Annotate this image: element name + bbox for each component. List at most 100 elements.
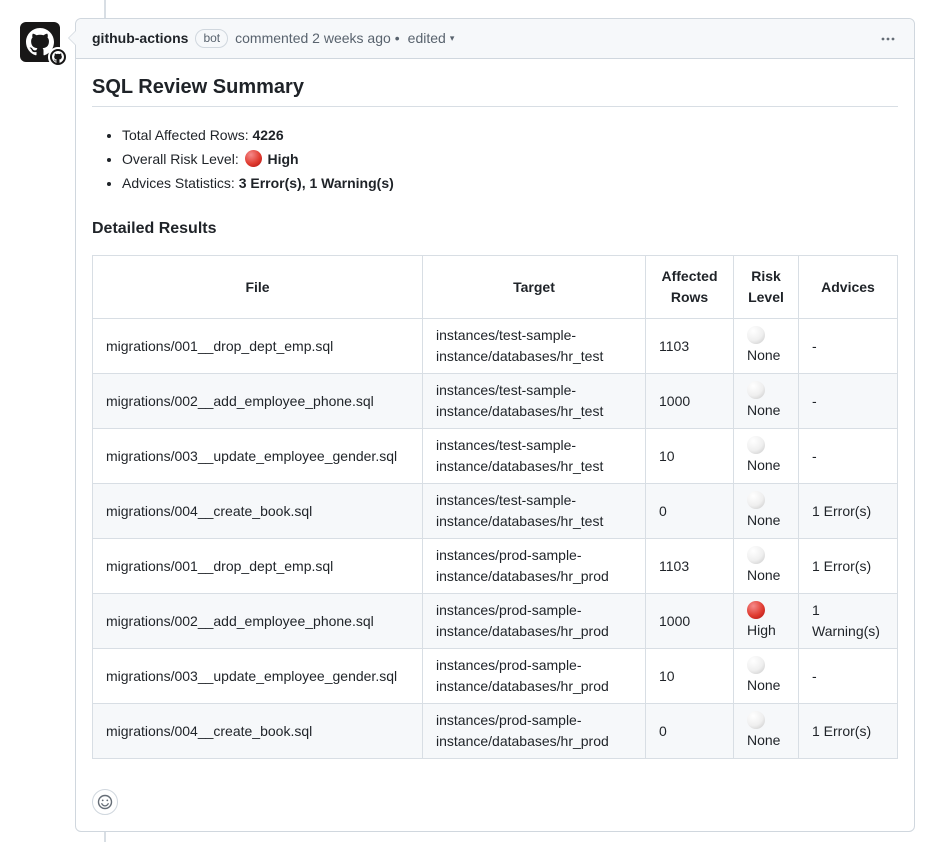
github-octocat-badge-icon [48, 47, 68, 67]
advices-cell: - [798, 648, 898, 704]
advices-cell: 1 Error(s) [798, 538, 898, 594]
target-cell: instances/test-sample-instance/databases… [422, 428, 646, 484]
summary-value: 3 Error(s), 1 Warning(s) [238, 175, 394, 191]
summary-list: Total Affected Rows: 4226Overall Risk Le… [92, 123, 898, 195]
reactions-bar [92, 789, 898, 815]
risk-level-cell: None [733, 483, 799, 539]
risk-level-text: None [747, 677, 781, 693]
risk-level-cell: None [733, 318, 799, 374]
risk-level-text: None [747, 457, 781, 473]
white-circle-icon [747, 711, 765, 729]
chevron-down-icon: ▾ [449, 33, 455, 43]
risk-level-cell: High [733, 593, 799, 649]
table-row: migrations/003__update_employee_gender.s… [92, 648, 898, 704]
bot-badge: bot [195, 29, 229, 48]
risk-level-text: None [747, 567, 781, 583]
file-cell: migrations/001__drop_dept_emp.sql [92, 538, 423, 594]
white-circle-icon [747, 546, 765, 564]
white-circle-icon [747, 381, 765, 399]
summary-item: Advices Statistics: 3 Error(s), 1 Warnin… [122, 171, 898, 195]
file-cell: migrations/002__add_employee_phone.sql [92, 373, 423, 429]
risk-level-text: None [747, 402, 781, 418]
column-header: Risk Level [733, 255, 799, 319]
target-cell: instances/test-sample-instance/databases… [422, 318, 646, 374]
red-circle-icon [244, 150, 262, 167]
column-header: File [92, 255, 423, 319]
summary-value: 4226 [252, 127, 284, 143]
column-header: Advices [798, 255, 898, 319]
table-row: migrations/003__update_employee_gender.s… [92, 428, 898, 484]
file-cell: migrations/003__update_employee_gender.s… [92, 428, 423, 484]
target-cell: instances/prod-sample-instance/databases… [422, 593, 646, 649]
file-cell: migrations/004__create_book.sql [92, 483, 423, 539]
comment-card: github-actions bot commented 2 weeks ago… [68, 18, 915, 832]
advices-cell: - [798, 318, 898, 374]
add-reaction-button[interactable] [92, 789, 118, 815]
file-cell: migrations/003__update_employee_gender.s… [92, 648, 423, 704]
table-header-row: File Target Affected Rows Risk Level Advices [92, 255, 898, 319]
white-circle-icon [747, 491, 765, 509]
column-header: Affected Rows [645, 255, 734, 319]
summary-label: Total Affected Rows: [122, 127, 253, 143]
risk-level-cell: None [733, 428, 799, 484]
red-circle-icon [747, 601, 765, 619]
kebab-menu-button[interactable] [878, 31, 898, 47]
file-cell: migrations/002__add_employee_phone.sql [92, 593, 423, 649]
review-summary-title: SQL Review Summary [92, 75, 898, 107]
affected-rows-cell: 1000 [645, 373, 734, 429]
table-row: migrations/001__drop_dept_emp.sql instanc… [92, 538, 898, 594]
table-row: migrations/002__add_employee_phone.sql in… [92, 593, 898, 649]
white-circle-icon [747, 436, 765, 454]
affected-rows-cell: 1103 [645, 318, 734, 374]
author-link[interactable]: github-actions [92, 30, 189, 46]
edited-label: edited [407, 30, 446, 46]
advices-cell: - [798, 428, 898, 484]
file-cell: migrations/001__drop_dept_emp.sql [92, 318, 423, 374]
comment-header: github-actions bot commented 2 weeks ago… [68, 19, 914, 59]
edited-toggle[interactable]: edited ▾ [408, 28, 455, 49]
table-row: migrations/002__add_employee_phone.sql in… [92, 373, 898, 429]
summary-label: Overall Risk Level: [122, 151, 243, 167]
summary-value: High [267, 151, 299, 167]
affected-rows-cell: 0 [645, 703, 734, 759]
table-row: migrations/004__create_book.sql instances… [92, 483, 898, 539]
advices-cell: 1 Warning(s) [798, 593, 898, 649]
risk-level-text: None [747, 347, 781, 363]
table-row: migrations/004__create_book.sql instances… [92, 703, 898, 759]
comment-body: SQL Review Summary Total Affected Rows: … [76, 59, 914, 831]
summary-item: Total Affected Rows: 4226 [122, 123, 898, 147]
advices-cell: 1 Error(s) [798, 483, 898, 539]
risk-level-cell: None [733, 703, 799, 759]
commented-text: commented 2 weeks ago [235, 30, 391, 46]
target-cell: instances/prod-sample-instance/databases… [422, 703, 646, 759]
affected-rows-cell: 1103 [645, 538, 734, 594]
white-circle-icon [747, 656, 765, 674]
risk-level-text: None [747, 512, 781, 528]
affected-rows-cell: 0 [645, 483, 734, 539]
table-row: migrations/001__drop_dept_emp.sql instanc… [92, 318, 898, 374]
kebab-horizontal-icon [881, 37, 895, 40]
risk-level-cell: None [733, 648, 799, 704]
target-cell: instances/prod-sample-instance/databases… [422, 648, 646, 704]
table-body: migrations/001__drop_dept_emp.sql instanc… [92, 318, 898, 759]
white-circle-icon [747, 326, 765, 344]
column-header: Target [422, 255, 646, 319]
summary-item: Overall Risk Level: High [122, 147, 898, 171]
target-cell: instances/test-sample-instance/databases… [422, 483, 646, 539]
smiley-icon [97, 794, 113, 810]
summary-label: Advices Statistics: [122, 175, 239, 191]
risk-level-text: High [747, 622, 776, 638]
separator-dot: • [394, 30, 400, 46]
affected-rows-cell: 10 [645, 648, 734, 704]
affected-rows-cell: 10 [645, 428, 734, 484]
detailed-results-title: Detailed Results [92, 220, 217, 237]
advices-cell: 1 Error(s) [798, 703, 898, 759]
advices-cell: - [798, 373, 898, 429]
target-cell: instances/prod-sample-instance/databases… [422, 538, 646, 594]
detailed-results-table: File Target Affected Rows Risk Level Advices… [92, 255, 898, 759]
avatar[interactable] [20, 22, 68, 67]
risk-level-text: None [747, 732, 781, 748]
affected-rows-cell: 1000 [645, 593, 734, 649]
risk-level-cell: None [733, 538, 799, 594]
file-cell: migrations/004__create_book.sql [92, 703, 423, 759]
